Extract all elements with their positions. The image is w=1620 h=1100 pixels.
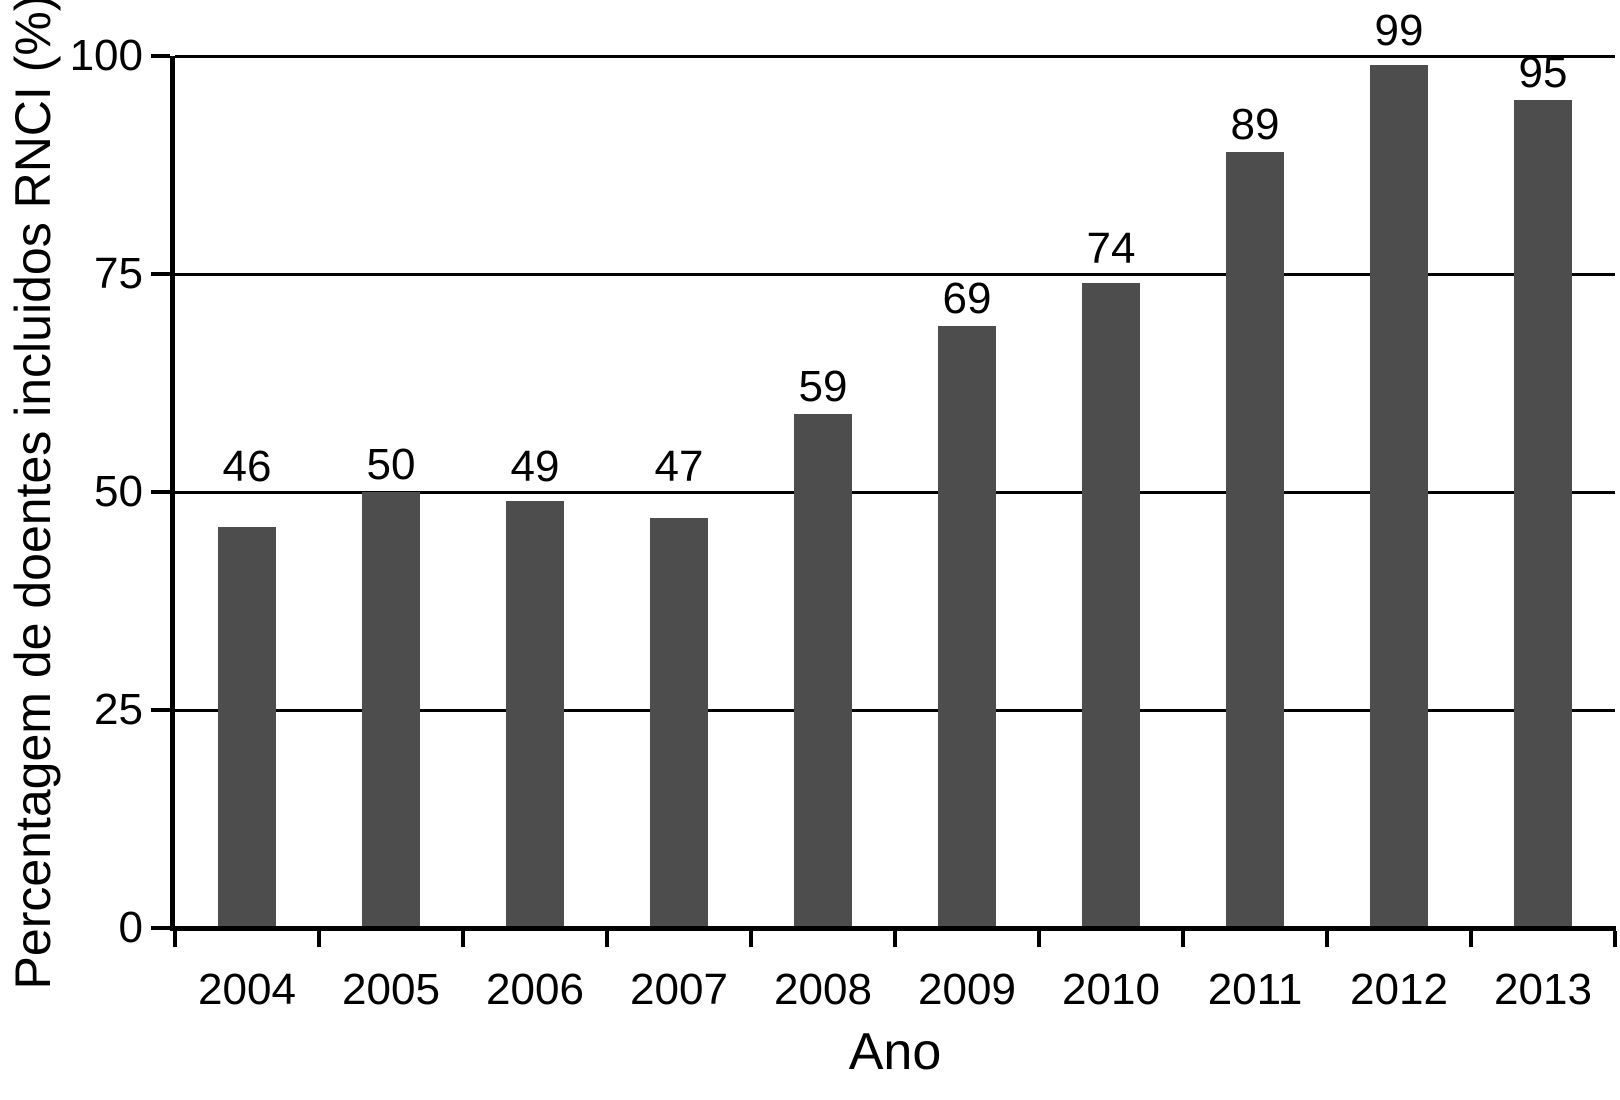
y-tick-75 [151,272,170,276]
y-tick-label-50: 50 [94,467,143,516]
bar-2006 [506,500,564,928]
x-tick [749,931,753,947]
bar-value-label-2006: 49 [510,442,560,491]
y-tick-label-75: 75 [94,249,143,298]
bar-value-label-2010: 74 [1086,224,1136,273]
x-category-label-2008: 2008 [774,965,872,1014]
x-axis-title: Ano [848,1023,942,1081]
bar-value-label-2012: 99 [1374,6,1424,55]
y-tick-label-0: 0 [118,903,143,952]
bar-2008 [794,413,852,928]
bar-value-label-2007: 47 [654,442,704,491]
x-category-label-2007: 2007 [630,965,728,1014]
y-tick-100 [151,54,170,58]
gridline-25 [175,708,1615,712]
gridline-50 [175,490,1615,494]
x-tick [893,931,897,947]
gridline-75 [175,272,1615,276]
y-tick-25 [151,708,170,712]
x-tick [1613,931,1617,947]
x-tick [1181,931,1185,947]
bar-2004 [218,526,276,928]
bar-value-label-2005: 50 [366,440,416,489]
x-category-label-2005: 2005 [342,965,440,1014]
bar-value-label-2008: 59 [798,361,848,411]
y-axis-line [170,56,175,928]
bar-value-label-2013: 95 [1518,47,1568,97]
x-category-label-2010: 2010 [1062,965,1160,1014]
y-tick-label-25: 25 [94,685,143,734]
bar-2007 [650,518,708,928]
bar-value-label-2009: 69 [942,274,992,324]
x-tick [1469,931,1473,947]
bar-value-label-2011: 89 [1230,99,1280,149]
bar-2009 [938,326,996,928]
bar-2013 [1514,99,1572,928]
gridline-100 [175,54,1615,58]
x-tick [1325,931,1329,947]
plot-area: Ano 0 25 50 75 100 46 2004 50 2005 49 2006 47 2007 59… [70,9,1617,1080]
bar-value-label-2004: 46 [222,442,272,491]
x-category-label-2012: 2012 [1350,965,1448,1014]
x-category-label-2011: 2011 [1207,965,1303,1014]
x-tick [173,931,177,947]
bar-2012 [1370,64,1428,928]
x-tick [1037,931,1041,947]
x-category-label-2006: 2006 [486,965,584,1014]
y-tick-0 [151,926,170,930]
x-tick [605,931,609,947]
x-category-label-2009: 2009 [918,965,1016,1014]
bar-2005 [362,492,420,928]
x-category-label-2013: 2013 [1494,965,1592,1014]
x-category-label-2004: 2004 [198,965,296,1014]
bar-2010 [1082,282,1140,928]
bar-2011 [1226,151,1284,928]
x-axis-line [170,926,1616,931]
y-tick-50 [151,490,170,494]
x-tick [317,931,321,947]
y-tick-label-100: 100 [69,31,143,80]
x-tick [461,931,465,947]
